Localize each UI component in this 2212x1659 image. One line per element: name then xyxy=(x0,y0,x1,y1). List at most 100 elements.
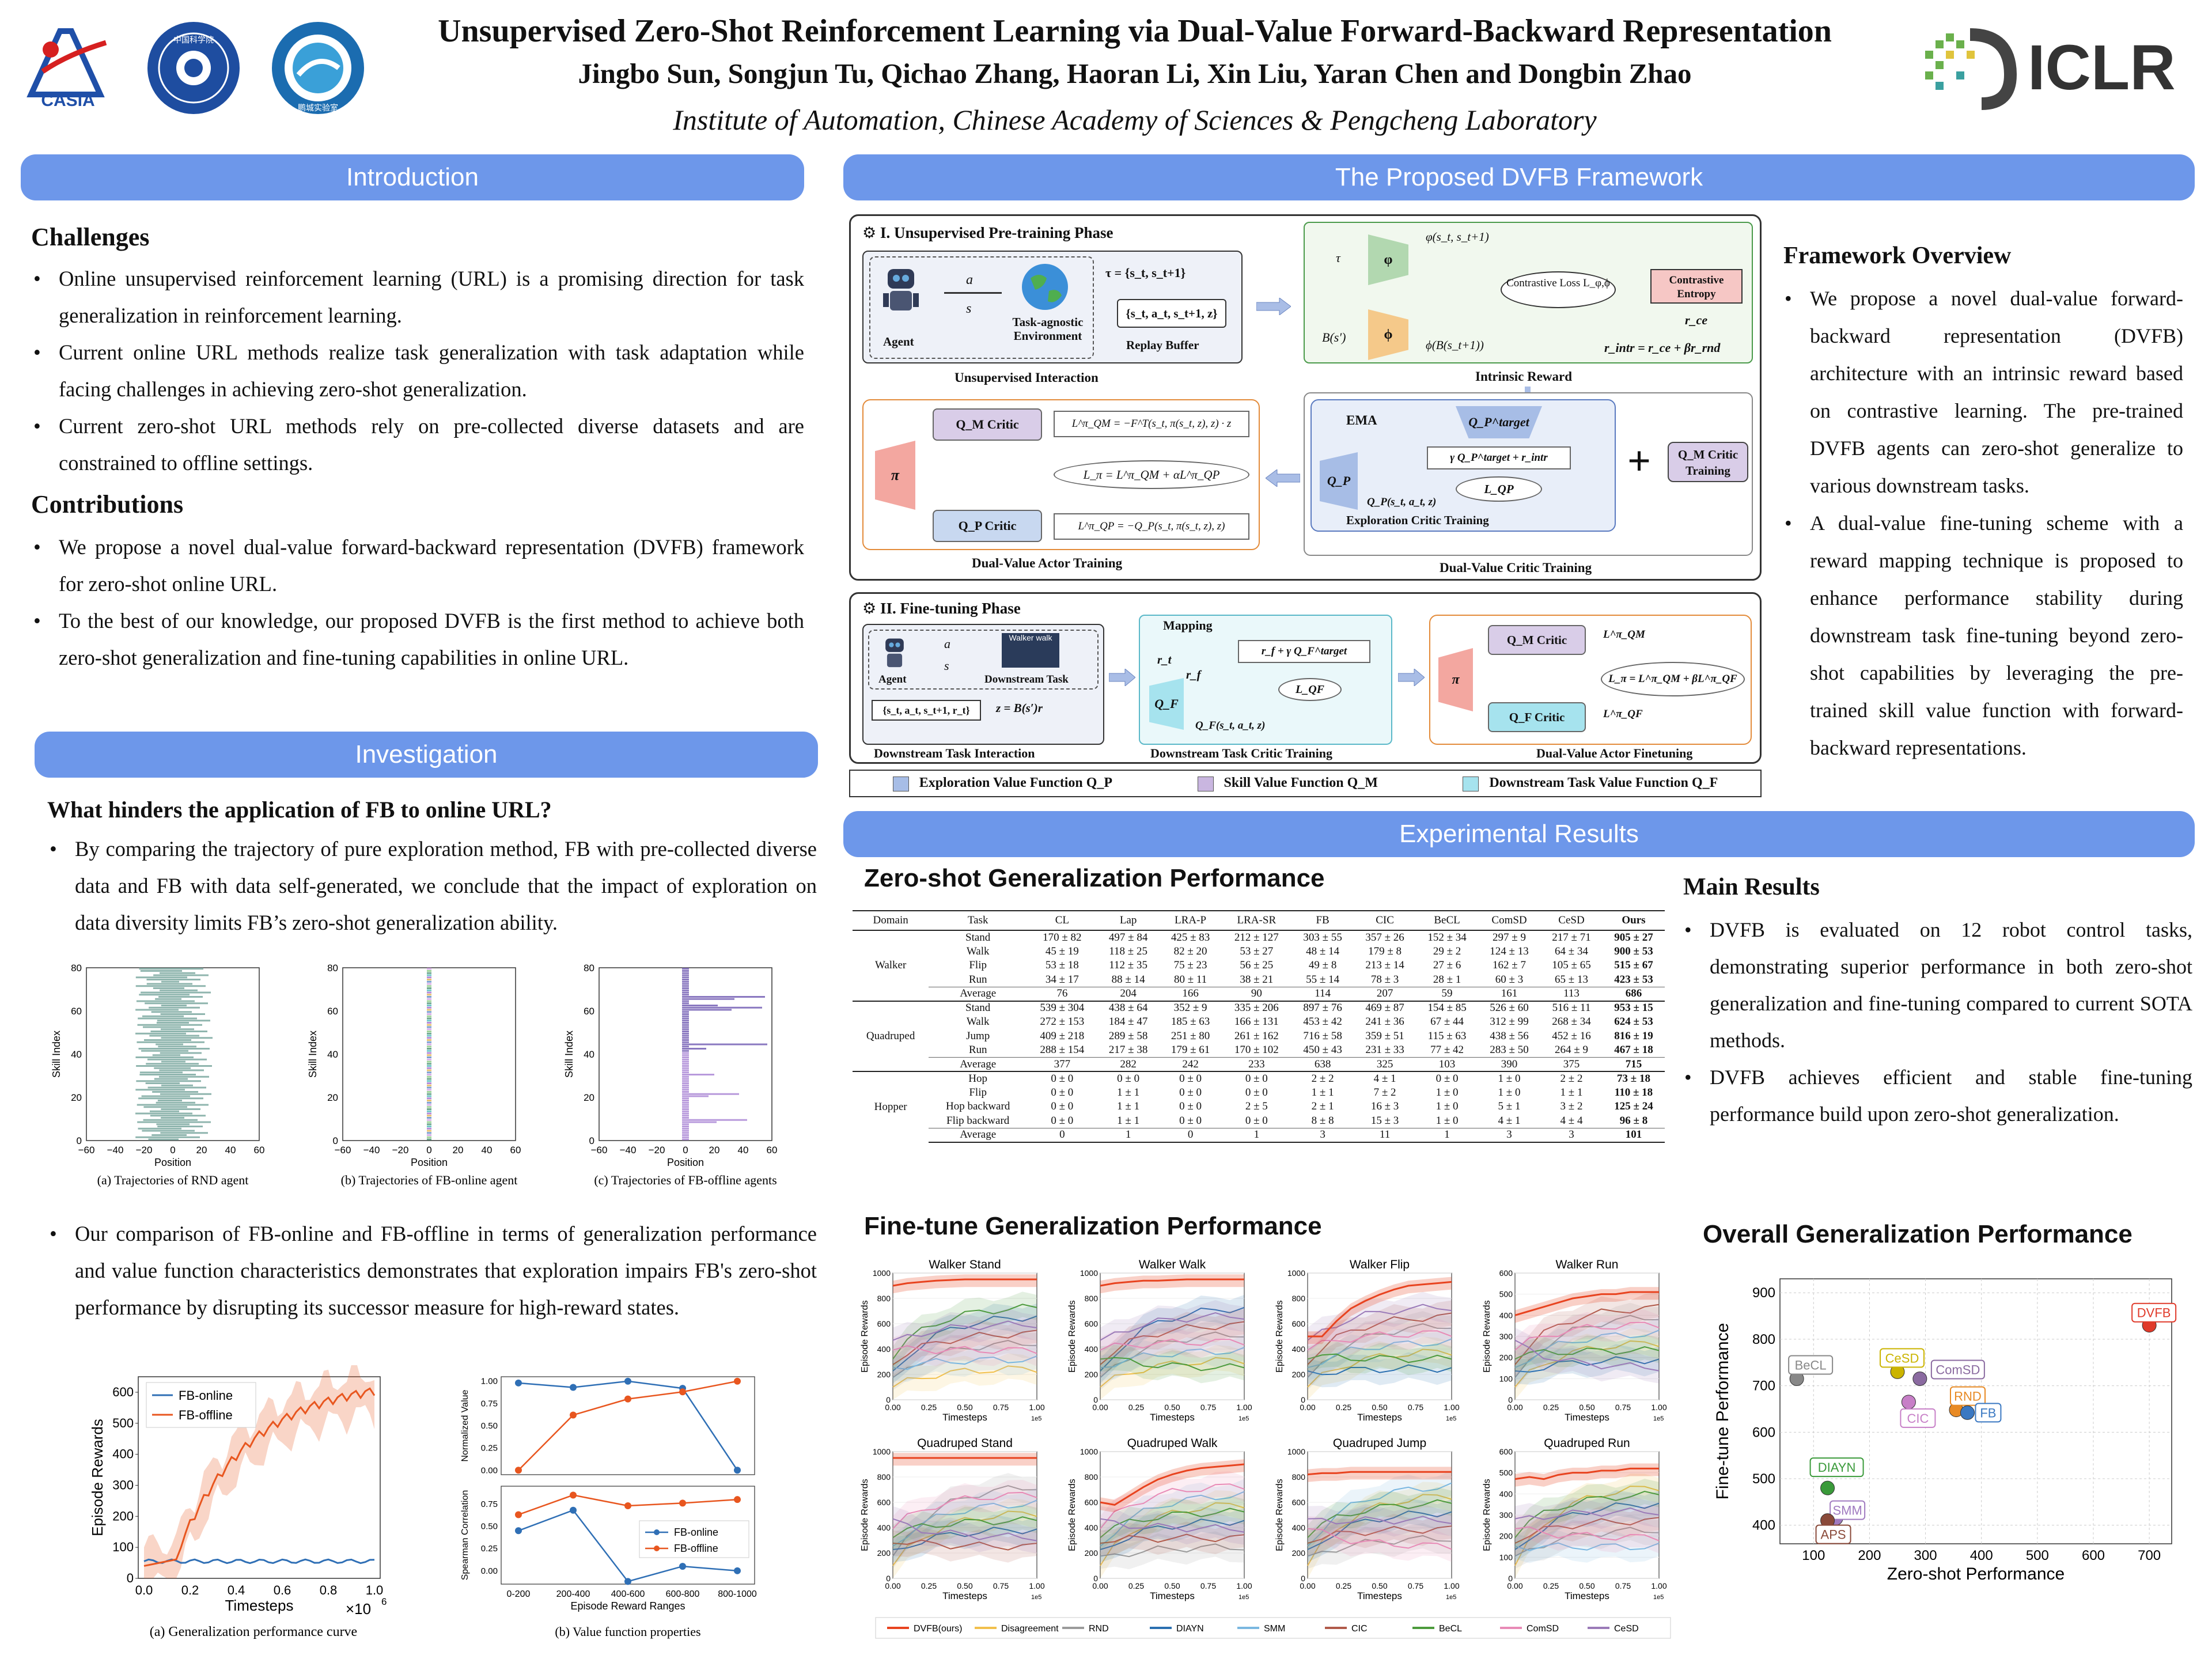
arrow-right-icon xyxy=(1397,668,1425,687)
x-tick-label: 1.00 xyxy=(1029,1581,1044,1590)
table-cell: 161 xyxy=(1478,986,1540,1001)
ft-band xyxy=(1308,1516,1452,1562)
og-svg: 100 200 300 400 500 600 700 400 500 600 700 800 900 Z… xyxy=(1713,1278,2177,1584)
table-cell: 0 ± 0 xyxy=(1179,1114,1202,1127)
ft-series-line xyxy=(892,1365,1037,1388)
ft-figure: Walker Stand 0 200 400 600 800 1000 0.00 0.25 0.5… xyxy=(853,1250,1682,1642)
mapping-label: Mapping xyxy=(1163,618,1213,632)
og-figure: 100 200 300 400 500 600 700 400 500 600 700 800 900 Z… xyxy=(1711,1267,2206,1613)
y-tick-label: 1.00 xyxy=(481,1377,498,1387)
ft-dvfb-line xyxy=(1100,1463,1245,1506)
point-label: APS xyxy=(1821,1528,1846,1542)
contrastive-entropy: Contrastive Entropy xyxy=(1650,269,1743,304)
y-axis-label: Spearman Correlation xyxy=(460,1490,470,1581)
y-tick-label: 0 xyxy=(77,1135,82,1146)
ft-band xyxy=(893,1317,1037,1377)
point-label: FB xyxy=(1980,1406,1996,1420)
table-cell: 438 ± 56 xyxy=(1490,1029,1529,1042)
y-tick-label: 60 xyxy=(327,1006,338,1017)
y-tick-label: 100 xyxy=(1499,1374,1513,1383)
ir-box: τ B(s′) φ ϕ φ(s_t, s_t+1) ϕ(B(s_t+1)) Co… xyxy=(1304,222,1753,363)
online-series-point xyxy=(570,1384,577,1391)
framework-legend: Exploration Value Function Q_P Skill Val… xyxy=(849,770,1762,797)
offline-series-point xyxy=(679,1499,686,1507)
table-cell: 166 ± 131 xyxy=(1234,1016,1279,1028)
main-result-item: DVFB achieves efficient and stable fine-… xyxy=(1680,1059,2192,1132)
ft-band xyxy=(1308,1513,1452,1556)
table-cell: 409 ± 218 xyxy=(1040,1029,1085,1042)
plot-frame xyxy=(138,1376,381,1579)
phi2-encoder: ϕ xyxy=(1368,309,1408,360)
table-cell: 264 ± 9 xyxy=(1555,1044,1588,1056)
point-label-box xyxy=(1950,1386,1986,1406)
y-tick-label: 600 xyxy=(1085,1498,1099,1507)
point-label: RND xyxy=(1954,1389,1982,1404)
arrow-right-icon xyxy=(944,292,1002,301)
s-label: s xyxy=(966,301,972,316)
investigation-bullet-1: By comparing the trajectory of pure expl… xyxy=(45,831,817,941)
x-tick-label: 0 xyxy=(426,1145,431,1156)
axis-scale-exp: 1e5 xyxy=(1653,1415,1664,1422)
table-cell: 425 ± 83 xyxy=(1171,931,1210,944)
table-cell: 179 ± 8 xyxy=(1368,945,1402,957)
main-results-heading: Main Results xyxy=(1683,874,1820,900)
table-cell: Run xyxy=(968,973,987,986)
table-cell: 467 ± 18 xyxy=(1614,1044,1653,1056)
table-cell: 1 ± 0 xyxy=(1498,1086,1521,1099)
point-label: CeSD xyxy=(1885,1351,1919,1365)
x-tick-label: 1.00 xyxy=(1029,1403,1044,1412)
table-cell: 539 ± 304 xyxy=(1027,1000,1097,1015)
x-tick-label: −40 xyxy=(107,1145,124,1156)
dtct-caption: Downstream Task Critic Training xyxy=(1150,746,1332,760)
ft-legend-label: SMM xyxy=(1264,1624,1285,1634)
y-tick-label: 0.75 xyxy=(481,1399,498,1408)
y-tick-label: 500 xyxy=(1499,1468,1513,1478)
x-tick-label: −20 xyxy=(392,1145,409,1156)
ft-series-line xyxy=(1307,1510,1452,1550)
axis-scale-exp: 1e5 xyxy=(1653,1594,1664,1601)
y-tick-label: 300 xyxy=(1499,1332,1513,1341)
table-cell: 716 ± 58 xyxy=(1303,1029,1342,1042)
x-tick-label: 600 xyxy=(2082,1548,2105,1563)
y-tick-label: 800 xyxy=(1085,1472,1099,1482)
table-cell: Run xyxy=(968,1044,987,1056)
x-tick-label: 20 xyxy=(709,1145,720,1156)
robot-icon xyxy=(881,264,921,316)
x-tick-label: 0.25 xyxy=(1543,1403,1559,1412)
ft-series-line xyxy=(1100,1321,1245,1365)
table-cell: Stand xyxy=(929,1000,1028,1015)
table-cell: 897 ± 76 xyxy=(1291,1000,1354,1015)
table-cell: 335 ± 206 xyxy=(1221,1000,1292,1015)
axis-scale-exp: 1e5 xyxy=(1238,1594,1249,1601)
table-cell: 110 ± 18 xyxy=(1614,1086,1653,1099)
legend-box xyxy=(639,1520,749,1558)
y-tick-label: 0 xyxy=(1301,1574,1305,1583)
y-tick-label: 400 xyxy=(1292,1523,1306,1532)
ft-series-line xyxy=(892,1355,1037,1370)
phi-output-label: φ(s_t, s_t+1) xyxy=(1426,230,1489,244)
rce-label: r_ce xyxy=(1685,313,1708,327)
y-axis-label: Episode Rewards xyxy=(1067,1300,1077,1372)
table-cell: 2 ± 2 xyxy=(1291,1071,1354,1086)
table-cell: 16 ± 3 xyxy=(1370,1100,1399,1113)
table-cell: 3 xyxy=(1540,1127,1603,1143)
ft-series-line xyxy=(1307,1528,1452,1550)
x-tick-label: 0.00 xyxy=(1300,1581,1315,1590)
y-tick-label: 40 xyxy=(327,1049,338,1060)
agent-label: Agent xyxy=(878,673,907,685)
y-tick-label: 400 xyxy=(877,1523,891,1532)
table-cell: 1 ± 0 xyxy=(1478,1071,1540,1086)
investigation-bullet-2: Our comparison of FB-online and FB-offli… xyxy=(45,1215,817,1326)
y-tick-label: 600 xyxy=(1499,1268,1513,1278)
y-tick-label: 0 xyxy=(1508,1574,1513,1583)
x-tick-label: −40 xyxy=(363,1145,380,1156)
buf2-box: {s_t, a_t, s_t+1, r_t} xyxy=(872,700,981,721)
ft-series-line xyxy=(1100,1483,1245,1529)
figure-caption: (a) Generalization performance curve xyxy=(150,1624,357,1639)
legend-label: Downstream Task Value Function Q_F xyxy=(1489,775,1718,791)
table-cell: 170 ± 102 xyxy=(1234,1044,1279,1056)
x-tick-label: 40 xyxy=(225,1145,236,1156)
online-series-point xyxy=(679,1563,686,1570)
ft-dvfb-band xyxy=(1308,1467,1452,1482)
table-cell: 154 ± 85 xyxy=(1416,1000,1479,1015)
